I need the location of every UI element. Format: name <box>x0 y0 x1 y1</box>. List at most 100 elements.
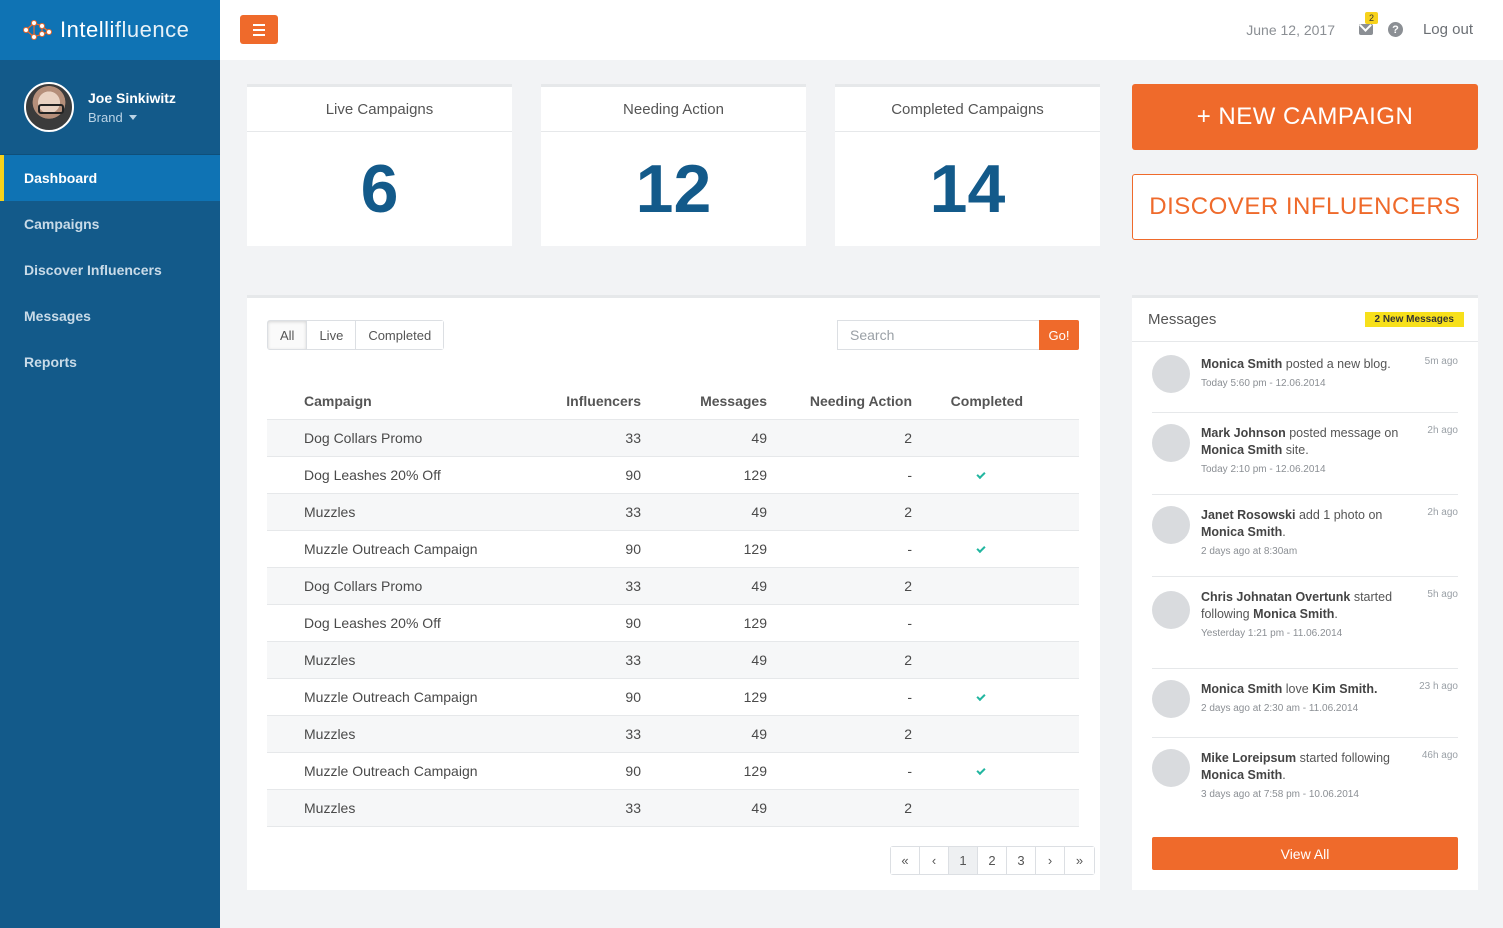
page-1-button[interactable]: 1 <box>949 847 978 874</box>
table-row[interactable]: Dog Collars Promo 33 49 2 <box>267 568 1079 605</box>
needing-action-cell: 2 <box>904 652 912 668</box>
message-user-name[interactable]: Monica Smith <box>1201 443 1283 457</box>
table-row[interactable]: Dog Leashes 20% Off 90 129 - <box>267 457 1079 494</box>
table-row[interactable]: Muzzles 33 49 2 <box>267 790 1079 827</box>
message-item[interactable]: Chris Johnatan Overtunk started followin… <box>1152 577 1458 669</box>
message-item[interactable]: Monica Smith posted a new blog. Today 5:6… <box>1152 344 1458 413</box>
message-avatar <box>1152 680 1190 718</box>
view-all-button[interactable]: View All <box>1152 837 1458 870</box>
completed-cell <box>912 689 1033 705</box>
column-header-needing-action[interactable]: Needing Action <box>809 392 912 409</box>
new-campaign-button[interactable]: + NEW CAMPAIGN <box>1132 84 1478 150</box>
message-action-text: posted a new blog. <box>1282 357 1391 371</box>
column-header-campaign[interactable]: Campaign <box>304 392 372 409</box>
mail-count-badge: 2 <box>1364 12 1378 24</box>
mail-icon[interactable] <box>1359 24 1373 35</box>
stat-card-live-campaigns[interactable]: Live Campaigns 6 <box>247 84 512 246</box>
page-first-button[interactable]: « <box>891 847 920 874</box>
page-prev-button[interactable]: ‹ <box>920 847 949 874</box>
top-bar: June 12, 2017 2 ? Log out <box>220 0 1503 60</box>
message-item[interactable]: Mike Loreipsum started following Monica … <box>1152 738 1458 807</box>
message-avatar <box>1152 591 1190 629</box>
filter-tab-live[interactable]: Live <box>307 321 357 349</box>
table-row[interactable]: Dog Leashes 20% Off 90 129 - <box>267 605 1079 642</box>
message-relative-time: 23 h ago <box>1419 681 1458 692</box>
search-go-button[interactable]: Go! <box>1039 320 1079 350</box>
needing-action-cell: - <box>907 467 912 483</box>
page-2-button[interactable]: 2 <box>978 847 1007 874</box>
needing-action-cell: - <box>907 689 912 705</box>
message-user-name[interactable]: Chris Johnatan Overtunk <box>1201 590 1351 604</box>
table-row[interactable]: Muzzle Outreach Campaign 90 129 - <box>267 531 1079 568</box>
column-header-completed[interactable]: Completed <box>950 392 1023 409</box>
completed-cell <box>912 763 1033 779</box>
message-item[interactable]: Monica Smith love Kim Smith. 2 days ago a… <box>1152 669 1458 738</box>
filter-tab-all[interactable]: All <box>268 321 308 349</box>
sidebar-item-messages[interactable]: Messages <box>24 308 91 324</box>
campaign-name-cell: Muzzles <box>304 726 356 742</box>
messages-panel: Messages 2 New Messages Monica Smith pos… <box>1132 295 1478 890</box>
message-user-name[interactable]: Kim Smith. <box>1312 682 1378 696</box>
stat-card-needing-action[interactable]: Needing Action 12 <box>541 84 806 246</box>
message-user-name[interactable]: Monica Smith <box>1201 357 1283 371</box>
search-input[interactable] <box>837 320 1039 350</box>
message-user-name[interactable]: Monica Smith <box>1201 682 1283 696</box>
page-3-button[interactable]: 3 <box>1007 847 1036 874</box>
message-user-name[interactable]: Monica Smith <box>1201 525 1283 539</box>
hamburger-icon-line <box>253 28 265 31</box>
message-user-name[interactable]: Janet Rosowski <box>1201 508 1296 522</box>
table-row[interactable]: Muzzles 33 49 2 <box>267 494 1079 531</box>
brand-logo-text[interactable]: Intellifluence <box>60 17 190 42</box>
messages-cell: 49 <box>751 726 767 742</box>
page-last-button[interactable]: » <box>1065 847 1094 874</box>
caret-down-icon <box>128 114 137 120</box>
message-relative-time: 5h ago <box>1427 589 1458 600</box>
discover-influencers-button[interactable]: DISCOVER INFLUENCERS <box>1132 174 1478 240</box>
message-relative-time: 2h ago <box>1427 425 1458 436</box>
campaign-name-cell: Dog Collars Promo <box>304 578 423 594</box>
help-icon[interactable]: ? <box>1388 22 1403 37</box>
filter-tab-completed[interactable]: Completed <box>356 321 444 349</box>
message-timestamp: 2 days ago at 8:30am <box>1201 546 1298 557</box>
message-action-text: site. <box>1282 443 1309 457</box>
table-row[interactable]: Muzzles 33 49 2 <box>267 642 1079 679</box>
messages-cell: 49 <box>751 504 767 520</box>
sidebar-item-dashboard[interactable]: Dashboard <box>0 155 220 201</box>
message-user-name[interactable]: Monica Smith <box>1201 768 1283 782</box>
sidebar-item-campaigns[interactable]: Campaigns <box>24 216 100 232</box>
table-row[interactable]: Dog Collars Promo 33 49 2 <box>267 420 1079 457</box>
message-item[interactable]: Janet Rosowski add 1 photo on Monica Smi… <box>1152 495 1458 577</box>
message-avatar <box>1152 424 1190 462</box>
influencers-cell: 33 <box>625 652 641 668</box>
message-text: Mike Loreipsum started following Monica … <box>1201 750 1416 803</box>
sidebar-item-discover-influencers[interactable]: Discover Influencers <box>24 262 162 278</box>
profile-name: Joe Sinkiwitz <box>88 89 176 106</box>
table-row[interactable]: Muzzle Outreach Campaign 90 129 - <box>267 753 1079 790</box>
message-action-text: started following <box>1296 751 1390 765</box>
messages-cell: 49 <box>751 652 767 668</box>
user-profile[interactable]: Joe Sinkiwitz Brand <box>0 60 220 155</box>
hamburger-menu-button[interactable] <box>240 15 278 44</box>
campaign-name-cell: Dog Leashes 20% Off <box>304 467 441 483</box>
table-row[interactable]: Muzzle Outreach Campaign 90 129 - <box>267 679 1079 716</box>
column-header-influencers[interactable]: Influencers <box>566 392 641 409</box>
profile-role-dropdown[interactable]: Brand <box>88 110 176 125</box>
table-row[interactable]: Muzzles 33 49 2 <box>267 716 1079 753</box>
message-user-name[interactable]: Mark Johnson <box>1201 426 1286 440</box>
stat-card-completed-campaigns[interactable]: Completed Campaigns 14 <box>835 84 1100 246</box>
hamburger-icon-line <box>253 23 265 26</box>
message-relative-time: 46h ago <box>1421 750 1458 761</box>
needing-action-cell: - <box>907 615 912 631</box>
message-relative-time: 5m ago <box>1424 356 1458 367</box>
column-header-messages[interactable]: Messages <box>700 392 767 409</box>
checkmark-icon <box>976 543 986 554</box>
message-user-name[interactable]: Monica Smith <box>1253 607 1335 621</box>
sidebar-item-reports[interactable]: Reports <box>24 354 77 370</box>
new-messages-badge: 2 New Messages <box>1364 312 1464 327</box>
page-next-button[interactable]: › <box>1036 847 1065 874</box>
message-item[interactable]: Mark Johnson posted message on Monica Sm… <box>1152 413 1458 495</box>
avatar <box>24 82 74 132</box>
message-timestamp: Today 5:60 pm - 12.06.2014 <box>1201 378 1326 389</box>
message-user-name[interactable]: Mike Loreipsum <box>1201 751 1297 765</box>
logout-link[interactable]: Log out <box>1422 21 1473 38</box>
